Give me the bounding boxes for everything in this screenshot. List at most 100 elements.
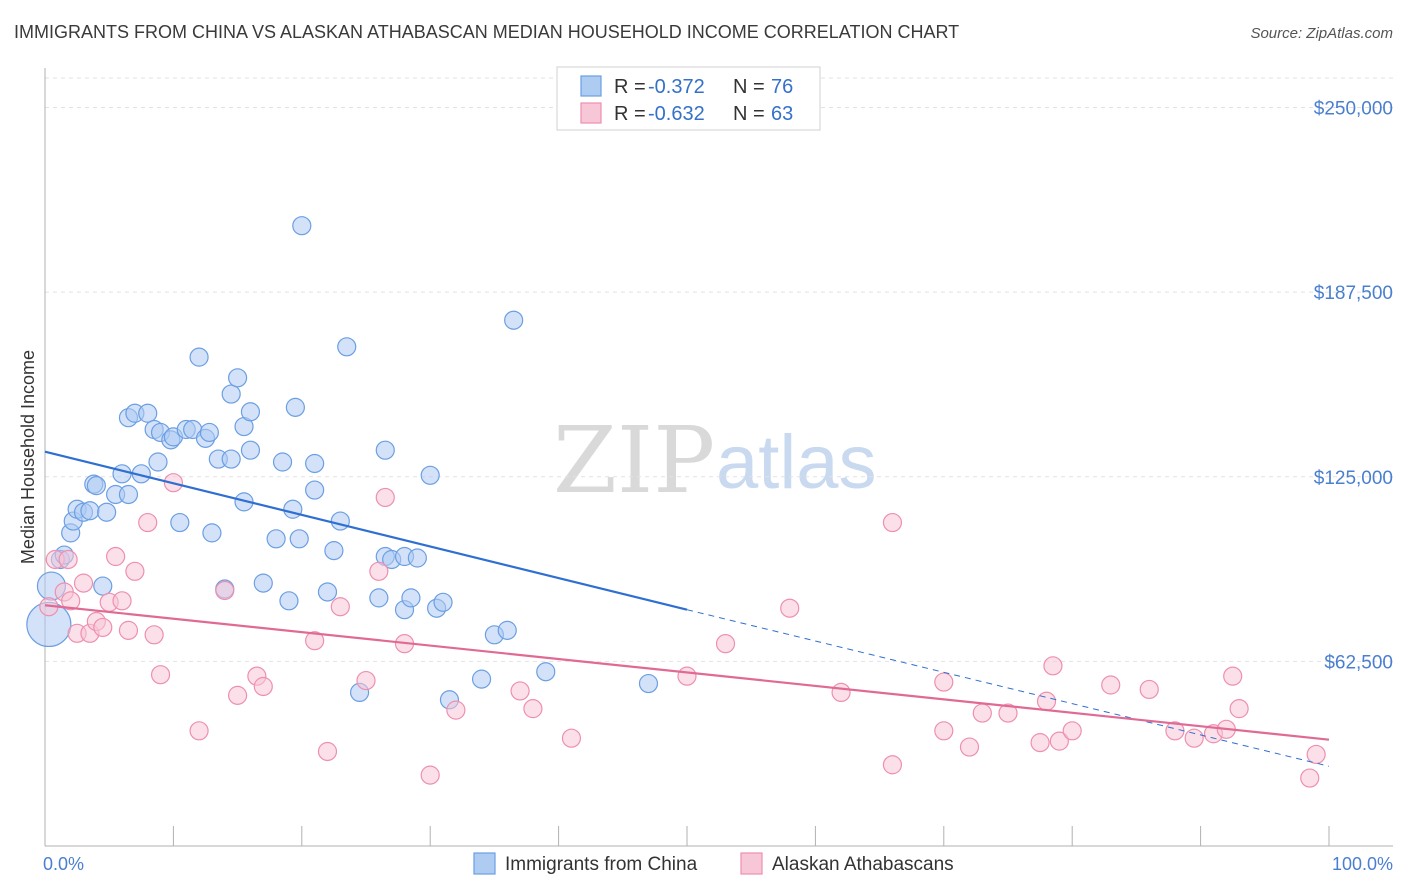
y-tick-label: $62,500 bbox=[1324, 652, 1393, 673]
data-point bbox=[138, 403, 158, 423]
data-point bbox=[138, 512, 158, 533]
data-point bbox=[1300, 768, 1320, 788]
data-point bbox=[305, 480, 325, 500]
data-point bbox=[118, 620, 139, 640]
data-point bbox=[934, 672, 954, 692]
data-point bbox=[240, 402, 261, 422]
data-point bbox=[715, 634, 736, 654]
data-point bbox=[420, 765, 440, 785]
data-point bbox=[1306, 744, 1326, 765]
series-legend: Immigrants from China Alaskan Athabascan… bbox=[473, 852, 954, 875]
data-point bbox=[638, 673, 659, 694]
watermark-zip: ZIP bbox=[553, 407, 715, 514]
data-point bbox=[285, 397, 305, 417]
legend-r-value-athabascan: -0.632 bbox=[648, 103, 705, 125]
data-point bbox=[471, 669, 492, 689]
data-point bbox=[401, 588, 421, 608]
trend-line-china-extrapolated bbox=[686, 609, 1330, 767]
data-point bbox=[337, 337, 357, 357]
data-point bbox=[356, 670, 376, 691]
legend-n-value-athabascan: 63 bbox=[771, 103, 793, 125]
data-point bbox=[1101, 675, 1121, 695]
data-point bbox=[523, 699, 543, 719]
data-point bbox=[369, 561, 389, 581]
data-point bbox=[317, 741, 338, 762]
data-point bbox=[97, 502, 117, 522]
data-point bbox=[93, 576, 113, 596]
data-point bbox=[221, 384, 241, 404]
data-point bbox=[375, 440, 395, 460]
data-point bbox=[170, 512, 190, 533]
data-point bbox=[80, 501, 100, 521]
data-point bbox=[125, 561, 145, 581]
data-point bbox=[240, 440, 261, 460]
legend-n-value-china: 76 bbox=[771, 76, 793, 98]
bottom-legend-swatch-china bbox=[473, 852, 496, 875]
data-point bbox=[1043, 656, 1063, 676]
legend-swatch-china bbox=[580, 75, 602, 97]
trend-lines bbox=[44, 450, 1330, 767]
data-point bbox=[934, 721, 954, 741]
legend-swatch-athabascan bbox=[580, 102, 602, 124]
data-point bbox=[972, 703, 992, 723]
data-point bbox=[317, 582, 338, 602]
data-point bbox=[420, 465, 440, 485]
series-athabascan-points bbox=[39, 473, 1326, 788]
legend-r-value-china: -0.372 bbox=[648, 76, 705, 98]
data-point bbox=[497, 620, 517, 640]
data-point bbox=[215, 580, 235, 601]
data-point bbox=[202, 523, 222, 543]
data-point bbox=[882, 755, 903, 775]
data-point bbox=[305, 453, 325, 474]
data-point bbox=[289, 529, 309, 549]
legend-n-label-china: N = bbox=[733, 76, 765, 98]
data-point bbox=[144, 625, 164, 645]
data-point bbox=[510, 681, 530, 701]
trend-line-athabascan bbox=[44, 604, 1330, 741]
legend-r-label-china: R = bbox=[614, 76, 646, 98]
chart-title: IMMIGRANTS FROM CHINA VS ALASKAN ATHABAS… bbox=[14, 22, 959, 42]
data-point bbox=[253, 676, 273, 697]
data-point bbox=[1139, 679, 1159, 700]
data-point bbox=[433, 592, 453, 612]
data-point bbox=[305, 631, 325, 651]
x-tick-label-min: 0.0% bbox=[43, 854, 84, 874]
data-point bbox=[253, 573, 273, 593]
data-point bbox=[283, 499, 303, 519]
grid-lines bbox=[45, 77, 1393, 662]
data-point bbox=[882, 512, 903, 533]
data-point bbox=[150, 665, 171, 685]
data-point bbox=[148, 452, 168, 472]
data-point bbox=[266, 529, 286, 549]
data-point bbox=[330, 597, 350, 617]
stats-legend: R = -0.372 N = 76 R = -0.632 N = 63 bbox=[556, 66, 821, 131]
data-point bbox=[189, 347, 209, 367]
legend-r-label-athabascan: R = bbox=[614, 103, 646, 125]
scatter-points bbox=[26, 216, 1326, 788]
bottom-legend-swatch-athabascan bbox=[740, 852, 763, 875]
data-point bbox=[407, 548, 427, 568]
data-point bbox=[199, 422, 219, 443]
data-point bbox=[228, 368, 248, 388]
data-point bbox=[1030, 733, 1050, 753]
data-point bbox=[279, 591, 299, 611]
data-point bbox=[780, 598, 800, 618]
data-point bbox=[561, 728, 582, 748]
data-point bbox=[272, 452, 293, 472]
data-point bbox=[1036, 691, 1057, 711]
y-tick-labels: $62,500 $125,000 $187,500 $250,000 bbox=[1314, 99, 1393, 674]
y-axis-label: Median Household Income bbox=[18, 350, 38, 564]
data-point bbox=[831, 682, 851, 703]
data-point bbox=[86, 476, 106, 496]
data-point bbox=[1184, 728, 1204, 748]
data-point bbox=[1223, 666, 1243, 686]
x-tick-label-max: 100.0% bbox=[1332, 854, 1393, 874]
watermark-atlas: atlas bbox=[716, 420, 877, 505]
data-point bbox=[93, 617, 113, 638]
data-point bbox=[504, 310, 524, 330]
data-point bbox=[189, 721, 209, 741]
y-tick-label: $250,000 bbox=[1314, 99, 1393, 120]
data-point bbox=[112, 464, 132, 484]
data-point bbox=[677, 666, 697, 686]
